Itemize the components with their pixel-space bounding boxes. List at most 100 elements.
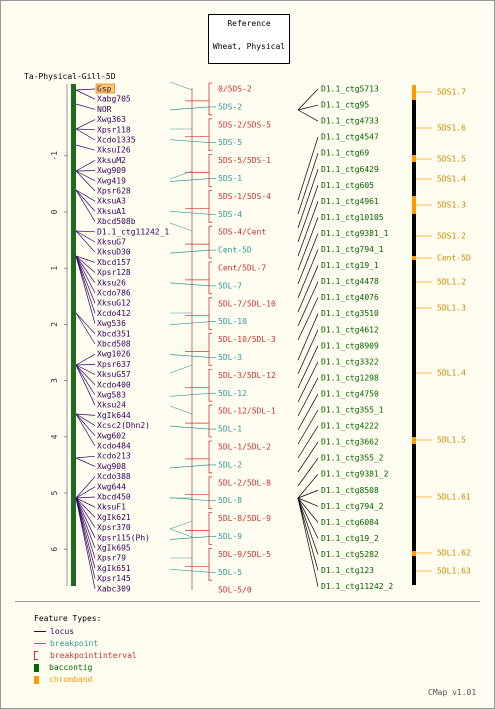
breakpoint-label[interactable]: 5DL-3 bbox=[218, 353, 242, 362]
contig-label[interactable]: D1.1_ctg8508 bbox=[321, 486, 379, 495]
contig-label[interactable]: D1.1_ctg19_2 bbox=[321, 534, 379, 543]
locus-label[interactable]: XksuG12 bbox=[97, 299, 131, 308]
contig-label[interactable]: D1.1_ctg4478 bbox=[321, 277, 379, 286]
locus-label[interactable]: Xwg908 bbox=[97, 462, 126, 471]
contig-label[interactable]: D1.1_ctg6084 bbox=[321, 518, 379, 527]
contig-label[interactable]: D1.1_ctg1298 bbox=[321, 373, 379, 382]
locus-label[interactable]: Xwg602 bbox=[97, 431, 126, 440]
locus-label[interactable]: Xcdo484 bbox=[97, 442, 131, 451]
breakpoint-label[interactable]: 5DL-5 bbox=[218, 568, 242, 577]
breakpoint-interval-label[interactable]: 5DL-8/5DL-9 bbox=[218, 514, 271, 523]
locus-label[interactable]: Xabg705 bbox=[97, 95, 131, 104]
locus-label[interactable]: Xbcd450 bbox=[97, 493, 131, 502]
contig-label[interactable]: D1.1_ctg3322 bbox=[321, 357, 379, 366]
breakpoint-label[interactable]: 5DL-12 bbox=[218, 389, 247, 398]
contig-label[interactable]: D1.1_ctg355_2 bbox=[321, 454, 384, 463]
chromband-label[interactable]: 5DL1.2 bbox=[437, 278, 466, 287]
chromband-label[interactable]: 5DS1.6 bbox=[437, 124, 466, 133]
breakpoint-label[interactable]: 5DL-2 bbox=[218, 460, 242, 469]
locus-label[interactable]: Xpsr115(Ph) bbox=[97, 533, 150, 542]
contig-label[interactable]: D1.1_ctg9381_1 bbox=[321, 229, 389, 238]
chromband-label[interactable]: 5DS1.3 bbox=[437, 201, 466, 210]
locus-label[interactable]: Xcdo412 bbox=[97, 309, 131, 318]
locus-label[interactable]: Xwg583 bbox=[97, 391, 126, 400]
locus-label[interactable]: Xpsr637 bbox=[97, 360, 131, 369]
contig-label[interactable]: D1.1_ctg10105 bbox=[321, 213, 384, 222]
contig-label[interactable]: D1.1_ctg4733 bbox=[321, 117, 379, 126]
breakpoint-interval-label[interactable]: 5DL-7/5DL-10 bbox=[218, 299, 276, 308]
chromband-label[interactable]: 5DL1.4 bbox=[437, 369, 466, 378]
contig-label[interactable]: D1.1_ctg5713 bbox=[321, 85, 379, 94]
locus-label[interactable]: XgIk651 bbox=[97, 564, 131, 573]
locus-label[interactable]: D1.1_ctg11242_1 bbox=[97, 227, 169, 236]
chromband-label[interactable]: 5DL1.5 bbox=[437, 436, 466, 445]
breakpoint-label[interactable]: 5DL-8 bbox=[218, 496, 242, 505]
contig-label[interactable]: D1.1_ctg4612 bbox=[321, 325, 379, 334]
locus-label[interactable]: Xwg363 bbox=[97, 115, 126, 124]
contig-label[interactable]: D1.1_ctg4750 bbox=[321, 389, 379, 398]
locus-label[interactable]: Xbcd508b bbox=[97, 217, 136, 226]
locus-label[interactable]: Xcdo1335 bbox=[97, 136, 136, 145]
locus-label[interactable]: Xwg909 bbox=[97, 166, 126, 175]
contig-label[interactable]: D1.1_ctg794_1 bbox=[321, 245, 384, 254]
chromband-label[interactable]: 5DL1.62 bbox=[437, 549, 471, 558]
breakpoint-label[interactable]: Cent-5D bbox=[218, 246, 252, 255]
contig-label[interactable]: D1.1_ctg3510 bbox=[321, 309, 379, 318]
locus-label[interactable]: Xwg1026 bbox=[97, 350, 131, 359]
locus-label[interactable]: Xpsr118 bbox=[97, 125, 131, 134]
contig-label[interactable]: D1.1_ctg605 bbox=[321, 181, 374, 190]
breakpoint-label[interactable]: 5DS-4 bbox=[218, 210, 242, 219]
chromband-label[interactable]: 5DL1.63 bbox=[437, 567, 471, 576]
locus-label[interactable]: XksuM2 bbox=[97, 156, 126, 165]
chromband-label[interactable]: 5DS1.4 bbox=[437, 175, 466, 184]
breakpoint-label[interactable]: 5DL-1 bbox=[218, 425, 242, 434]
breakpoint-label[interactable]: 5DS-5 bbox=[218, 138, 242, 147]
chromband-label[interactable]: Cent-5D bbox=[437, 254, 471, 263]
breakpoint-label[interactable]: 5DL-7 bbox=[218, 281, 242, 290]
breakpoint-interval-label[interactable]: 5DL-1/5DL-2 bbox=[218, 443, 271, 452]
breakpoint-interval-label[interactable]: 5DS-5/5DS-1 bbox=[218, 156, 271, 165]
contig-label[interactable]: D1.1_ctg95 bbox=[321, 101, 369, 110]
locus-label[interactable]: XksuG7 bbox=[97, 238, 126, 247]
locus-label[interactable]: Xpsr128 bbox=[97, 268, 131, 277]
breakpoint-interval-label[interactable]: 0/5DS-2 bbox=[218, 85, 252, 94]
locus-label[interactable]: XksuA1 bbox=[97, 207, 126, 216]
breakpoint-interval-label[interactable]: 5DS-1/5DS-4 bbox=[218, 192, 271, 201]
contig-label[interactable]: D1.1_ctg123 bbox=[321, 566, 374, 575]
locus-label[interactable]: Xpsr628 bbox=[97, 187, 131, 196]
locus-label[interactable]: Xksu24 bbox=[97, 401, 126, 410]
breakpoint-label[interactable]: 5DL-9 bbox=[218, 532, 242, 541]
breakpoint-interval-label[interactable]: 5DL-3/5DL-12 bbox=[218, 371, 276, 380]
contig-label[interactable]: D1.1_ctg11242_2 bbox=[321, 582, 393, 591]
contig-label[interactable]: D1.1_ctg5282 bbox=[321, 550, 379, 559]
breakpoint-label[interactable]: 5DS-2 bbox=[218, 102, 242, 111]
chromband-label[interactable]: 5DS1.7 bbox=[437, 88, 466, 97]
contig-label[interactable]: D1.1_ctg4076 bbox=[321, 293, 379, 302]
contig-label[interactable]: D1.1_ctg19_1 bbox=[321, 261, 379, 270]
breakpoint-interval-label[interactable]: 5DS-2/5DS-5 bbox=[218, 120, 271, 129]
locus-label[interactable]: Xcsc2(Dhn2) bbox=[97, 421, 150, 430]
locus-label[interactable]: XksuF1 bbox=[97, 503, 126, 512]
locus-label[interactable]: Xbcd157 bbox=[97, 258, 131, 267]
locus-label[interactable]: XgIk644 bbox=[97, 411, 131, 420]
breakpoint-interval-label[interactable]: Cent/5DL-7 bbox=[218, 264, 266, 273]
locus-label[interactable]: XksuI26 bbox=[97, 146, 131, 155]
locus-label[interactable]: Xpsr370 bbox=[97, 523, 131, 532]
locus-label[interactable]: Xwg536 bbox=[97, 319, 126, 328]
locus-label[interactable]: Xksu26 bbox=[97, 278, 126, 287]
locus-label[interactable]: Xcdo400 bbox=[97, 380, 131, 389]
contig-label[interactable]: D1.1_ctg69 bbox=[321, 149, 369, 158]
locus-label[interactable]: Xbcd351 bbox=[97, 329, 131, 338]
locus-label[interactable]: Xpsr79 bbox=[97, 554, 126, 563]
locus-label[interactable]: XgIk621 bbox=[97, 513, 131, 522]
breakpoint-interval-label[interactable]: 5DS-4/Cent bbox=[218, 228, 266, 237]
contig-label[interactable]: D1.1_ctg794_2 bbox=[321, 502, 384, 511]
breakpoint-label[interactable]: 5DS-1 bbox=[218, 174, 242, 183]
locus-label[interactable]: Xcdo213 bbox=[97, 452, 131, 461]
locus-label[interactable]: XgIk695 bbox=[97, 544, 131, 553]
contig-label[interactable]: D1.1_ctg4961 bbox=[321, 197, 379, 206]
contig-label[interactable]: D1.1_ctg4547 bbox=[321, 133, 379, 142]
breakpoint-interval-label[interactable]: 5DL-9/5DL-5 bbox=[218, 550, 271, 559]
locus-label[interactable]: Xwg419 bbox=[97, 176, 126, 185]
breakpoint-interval-label[interactable]: 5DL-10/5DL-3 bbox=[218, 335, 276, 344]
